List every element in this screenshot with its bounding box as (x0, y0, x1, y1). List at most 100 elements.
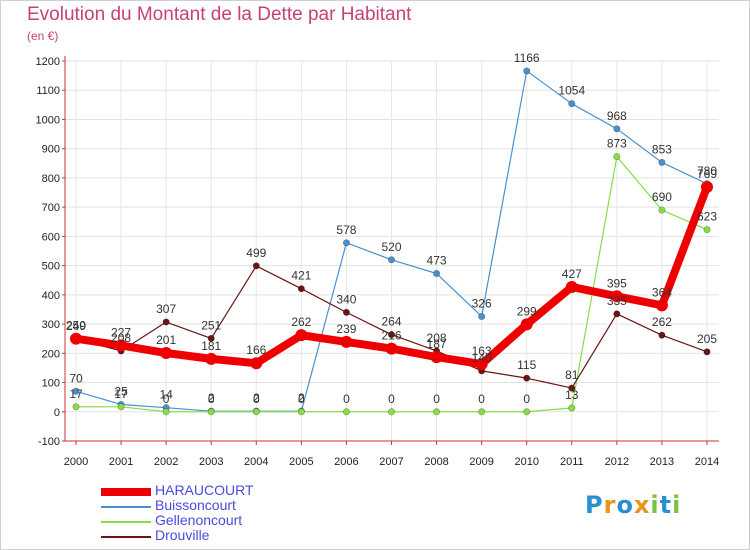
legend-swatch (101, 521, 151, 523)
x-tick-label: 2003 (199, 456, 223, 468)
data-label-haraucourt: 427 (562, 267, 582, 281)
data-label-haraucourt: 299 (517, 304, 537, 318)
data-label-drouville: 307 (156, 302, 176, 316)
data-point-buissoncourt (523, 67, 531, 75)
data-label-gellenoncourt: 0 (433, 392, 440, 406)
data-label-buissoncourt: 2 (208, 391, 215, 405)
data-label-gellenoncourt: 0 (253, 392, 260, 406)
data-label-gellenoncourt: 0 (208, 392, 215, 406)
data-point-drouville (342, 308, 350, 316)
data-point-gellenoncourt (613, 153, 621, 161)
x-tick-label: 2013 (650, 456, 674, 468)
x-tick-label: 2007 (379, 456, 403, 468)
data-label-haraucourt: 227 (111, 325, 131, 339)
x-tick-label: 2000 (64, 456, 88, 468)
data-label-haraucourt: 181 (201, 339, 221, 353)
data-label-haraucourt: 201 (156, 333, 176, 347)
x-tick-label: 2006 (334, 456, 358, 468)
legend-label: Buissoncourt (155, 497, 236, 513)
data-label-gellenoncourt: 13 (565, 388, 579, 402)
data-label-buissoncourt: 1054 (558, 84, 585, 98)
data-point-buissoncourt (433, 270, 441, 278)
data-label-gellenoncourt: 0 (523, 392, 530, 406)
data-label-buissoncourt: 2 (253, 391, 260, 405)
legend-label: HARAUCOURT (155, 482, 254, 498)
data-point-haraucourt (475, 358, 488, 371)
x-tick-label: 2002 (154, 456, 178, 468)
data-label-drouville: 208 (427, 331, 447, 345)
data-point-gellenoncourt (117, 403, 125, 411)
data-point-drouville (658, 331, 666, 339)
y-tick-label: 0 (54, 407, 60, 419)
y-tick-label: 200 (42, 348, 60, 360)
legend-label: Gellenoncourt (155, 512, 243, 528)
data-point-haraucourt (295, 329, 308, 342)
data-label-buissoncourt: 70 (69, 371, 83, 385)
data-point-haraucourt (115, 339, 128, 352)
data-label-drouville: 335 (607, 294, 627, 308)
chart-title: Evolution du Montant de la Dette par Hab… (27, 4, 412, 25)
data-point-gellenoncourt (658, 206, 666, 214)
axes: -100010020030040050060070080090010001100… (36, 56, 719, 468)
data-label-buissoncourt: 25 (114, 384, 128, 398)
data-point-gellenoncourt (523, 408, 531, 416)
x-tick-label: 2010 (514, 456, 538, 468)
data-label-haraucourt: 364 (652, 285, 672, 299)
legend-swatch (101, 536, 151, 538)
x-tick-label: 2014 (695, 456, 719, 468)
data-point-gellenoncourt (478, 408, 486, 416)
data-point-buissoncourt (387, 256, 395, 264)
data-point-gellenoncourt (207, 408, 215, 416)
x-tick-label: 2004 (244, 456, 268, 468)
data-point-haraucourt (160, 347, 173, 360)
data-point-haraucourt (701, 180, 713, 193)
x-tick-label: 2009 (469, 456, 493, 468)
data-label-gellenoncourt: 873 (607, 137, 627, 151)
logo-letter: x (633, 491, 651, 519)
data-label-drouville: 499 (246, 246, 266, 260)
logo-letter: i (672, 491, 682, 519)
data-point-gellenoncourt (162, 408, 170, 416)
y-tick-label: 800 (42, 173, 60, 185)
data-point-haraucourt (655, 299, 668, 312)
data-label-buissoncourt: 326 (472, 296, 492, 310)
data-point-buissoncourt (342, 239, 350, 247)
data-label-haraucourt: 262 (291, 315, 311, 329)
data-point-drouville (207, 334, 215, 342)
y-tick-label: 100 (42, 378, 60, 390)
series-group (70, 67, 713, 416)
logo-letter: P (585, 491, 604, 519)
x-tick-label: 2001 (109, 456, 133, 468)
y-tick-label: 1200 (36, 56, 60, 68)
data-label-gellenoncourt: 690 (652, 190, 672, 204)
data-label-drouville: 251 (201, 318, 221, 332)
line-chart: -100010020030040050060070080090010001100… (36, 51, 720, 468)
logo-letter: r (603, 491, 617, 519)
y-tick-label: 900 (42, 144, 60, 156)
y-tick-label: 300 (42, 319, 60, 331)
data-label-haraucourt: 166 (246, 343, 266, 357)
logo-letter: t (659, 491, 673, 519)
data-point-gellenoncourt (568, 404, 576, 412)
data-label-drouville: 421 (291, 269, 311, 283)
x-tick-label: 2012 (605, 456, 629, 468)
data-point-haraucourt (70, 332, 82, 345)
data-label-gellenoncourt: 17 (114, 387, 128, 401)
data-point-gellenoncourt (387, 408, 395, 416)
data-label-drouville: 262 (652, 315, 672, 329)
data-label-gellenoncourt: 0 (343, 392, 350, 406)
chart-subtitle: (en €) (27, 29, 59, 43)
data-point-gellenoncourt (72, 403, 80, 411)
data-point-haraucourt (565, 280, 578, 293)
data-point-gellenoncourt (252, 408, 260, 416)
data-label-drouville: 115 (517, 358, 536, 372)
y-tick-label: 400 (42, 290, 60, 302)
data-label-buissoncourt: 2 (298, 391, 305, 405)
y-tick-label: 600 (42, 231, 60, 243)
data-label-haraucourt: 395 (607, 276, 627, 290)
data-point-haraucourt (250, 357, 263, 370)
legend-swatch (101, 488, 151, 496)
data-point-gellenoncourt (703, 226, 711, 234)
data-label-buissoncourt: 780 (697, 164, 717, 178)
